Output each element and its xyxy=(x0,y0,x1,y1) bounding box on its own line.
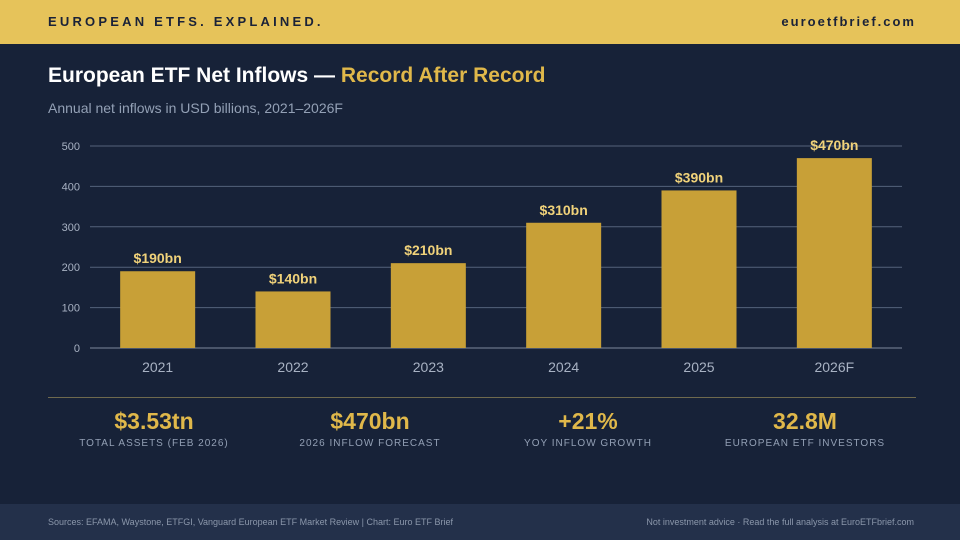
x-tick-label: 2022 xyxy=(277,359,308,375)
stat-label: 2026 INFLOW FORECAST xyxy=(299,438,441,449)
x-tick-label: 2021 xyxy=(142,359,173,375)
x-tick-label: 2026F xyxy=(814,359,854,375)
top-banner: EUROPEAN ETFS. EXPLAINED. euroetfbrief.c… xyxy=(0,0,960,44)
x-tick-label: 2025 xyxy=(683,359,714,375)
data-label: $470bn xyxy=(810,137,858,153)
bar xyxy=(661,190,737,348)
data-label: $210bn xyxy=(404,242,452,258)
chart-title-main: European ETF Net Inflows — xyxy=(48,64,341,87)
bar xyxy=(796,158,872,348)
x-tick-label: 2023 xyxy=(413,359,444,375)
y-tick-label: 300 xyxy=(62,222,80,234)
stat-value: 32.8M xyxy=(773,408,837,434)
stat-value: $470bn xyxy=(330,408,410,434)
bar-chart: 0 100 200 300 400 500 $190bn 2021 $140bn 2022 $210… xyxy=(62,137,902,375)
y-tick-label: 0 xyxy=(74,343,80,355)
data-label: $140bn xyxy=(269,270,317,286)
stat-total-assets: $3.53tn TOTAL ASSETS (FEB 2026) xyxy=(54,404,254,449)
bar xyxy=(120,271,196,348)
section-divider xyxy=(48,397,916,398)
bar xyxy=(526,222,602,348)
tagline: EUROPEAN ETFS. EXPLAINED. xyxy=(48,14,324,29)
data-label: $390bn xyxy=(675,169,723,185)
chart-title-accent: Record After Record xyxy=(340,64,546,87)
y-tick-label: 400 xyxy=(62,181,80,193)
stat-label: TOTAL ASSETS (FEB 2026) xyxy=(79,438,229,449)
stat-inflow-forecast: $470bn 2026 INFLOW FORECAST xyxy=(270,404,470,449)
stats-row: $3.53tn TOTAL ASSETS (FEB 2026) $470bn 2… xyxy=(48,404,916,464)
stat-value: $3.53tn xyxy=(114,408,194,434)
bar xyxy=(390,263,466,348)
stat-yoy-growth: +21% YOY INFLOW GROWTH xyxy=(488,404,688,449)
bar xyxy=(255,291,331,348)
stat-label: YOY INFLOW GROWTH xyxy=(524,438,652,449)
y-tick-label: 200 xyxy=(62,262,80,274)
site-name[interactable]: euroetfbrief.com xyxy=(781,14,916,29)
footer: Sources: EFAMA, Waystone, ETFGI, Vanguar… xyxy=(0,504,960,540)
chart-subtitle: Annual net inflows in USD billions, 2021… xyxy=(48,100,343,116)
footer-sources: Sources: EFAMA, Waystone, ETFGI, Vanguar… xyxy=(48,517,453,527)
footer-note[interactable]: Not investment advice · Read the full an… xyxy=(646,517,914,527)
data-label: $190bn xyxy=(134,250,182,266)
stat-value: +21% xyxy=(558,408,618,434)
x-tick-label: 2024 xyxy=(548,359,579,375)
stat-label: EUROPEAN ETF INVESTORS xyxy=(724,438,886,449)
stat-investors: 32.8M EUROPEAN ETF INVESTORS xyxy=(705,404,905,449)
data-label: $310bn xyxy=(540,202,588,218)
y-tick-label: 100 xyxy=(62,303,80,315)
chart-title: European ETF Net Inflows — Record After … xyxy=(48,64,545,88)
y-tick-label: 500 xyxy=(62,141,80,153)
